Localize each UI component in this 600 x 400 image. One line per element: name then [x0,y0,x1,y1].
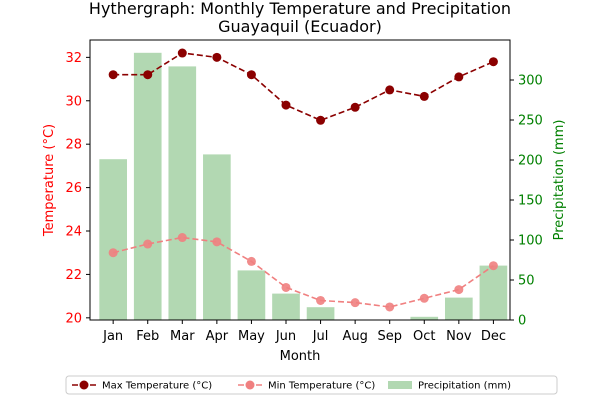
max-temperature-point-jan [108,70,118,80]
x-tick-label-mar: Mar [170,329,195,344]
max-temperature-point-feb [143,70,153,80]
precipitation-bar-oct [410,316,439,320]
legend-entry-precipitation: Precipitation (mm) [388,381,511,392]
x-tick-label-nov: Nov [446,329,472,344]
min-temperature-point-may [246,256,256,266]
max-temperature-point-sep [385,85,395,95]
max-temperature-point-mar [177,48,187,58]
left-y-tick-label: 26 [65,181,82,196]
min-temperature-point-sep [385,302,395,312]
max-temperature-point-aug [350,102,360,112]
precipitation-bar-jun [272,293,300,320]
chart-legend: Max Temperature (°C) Min Temperature (°C)… [65,375,558,395]
precipitation-bar-nov [445,297,473,320]
legend-marker-swatch [79,380,89,390]
legend-entry-min-temperature: Min Temperature (°C) [238,380,375,392]
right-y-tick-label: 50 [518,274,535,289]
min-temperature-point-jan [108,248,118,258]
precipitation-bar-mar [168,66,197,321]
max-temperature-point-dec [488,57,498,67]
min-temperature-point-jul [316,295,326,305]
min-temperature-point-nov [454,285,464,295]
precipitation-bars [99,52,508,321]
right-y-tick-label: 300 [518,74,543,89]
max-temperature-point-may [246,70,256,80]
legend-marker-swatch [245,380,255,390]
x-tick-label-feb: Feb [136,329,159,344]
min-temperature-point-apr [212,237,222,247]
min-temperature-point-dec [488,261,498,271]
max-temperature-point-oct [419,91,429,101]
x-tick-label-sep: Sep [377,329,402,344]
left-y-tick-label: 24 [65,225,82,240]
left-y-tick-label: 22 [65,268,82,283]
left-y-tick-label: 20 [65,311,82,326]
right-y-axis-label: Precipitation (mm) [552,120,567,241]
x-tick-label-oct: Oct [413,329,435,344]
max-temperature-line [113,52,494,122]
right-y-tick-label: 100 [518,234,543,249]
precipitation-bar-jul [306,307,335,320]
max-temperature-point-jun [281,100,291,110]
right-y-tick-label: 0 [518,314,526,329]
right-y-tick-label: 200 [518,154,543,169]
plot-frame [89,39,511,321]
precipitation-bar-dec [479,265,508,320]
x-tick-label-jun: Jun [275,329,296,344]
left-y-tick-label: 30 [65,94,82,109]
temperature-lines [108,48,498,312]
chart-axes: 20 22 24 26 28 30 32 0 50 100 150 200 250 300 Jan Feb Ma… [65,39,543,344]
chart-title-line2: Guayaquil (Ecuador) [218,17,382,36]
max-temperature-point-jul [316,115,326,125]
legend-entry-max-temperature: Max Temperature (°C) [72,380,212,392]
precipitation-bar-apr [203,154,231,320]
min-temperature-point-oct [419,293,429,303]
min-temperature-point-feb [143,239,153,249]
legend-bar-swatch [388,381,412,389]
min-temperature-line [113,236,494,308]
min-temperature-point-jun [281,282,291,292]
legend-label: Min Temperature (°C) [268,381,375,392]
x-tick-label-jul: Jul [312,329,329,344]
legend-label: Max Temperature (°C) [102,381,212,392]
left-y-axis-label: Temperature (°C) [42,124,57,237]
min-temperature-point-mar [177,233,187,243]
left-y-tick-label: 28 [65,138,82,153]
x-axis-label: Month [280,349,321,364]
x-tick-label-may: May [238,329,265,344]
precipitation-bar-may [237,270,266,320]
x-tick-label-apr: Apr [206,329,229,344]
left-y-tick-label: 32 [65,51,82,66]
precipitation-bar-jan [99,159,127,320]
legend-label: Precipitation (mm) [418,381,511,392]
max-temperature-point-nov [454,72,464,82]
x-tick-label-dec: Dec [481,329,506,344]
max-temperature-point-apr [212,52,222,62]
right-y-tick-label: 150 [518,194,543,209]
x-tick-label-aug: Aug [342,329,367,344]
right-y-tick-label: 250 [518,114,543,129]
legend-box [65,375,558,395]
chart-title-line1: Hythergraph: Monthly Temperature and Pre… [89,0,511,18]
x-tick-label-jan: Jan [102,329,123,344]
precipitation-bar-feb [133,52,162,321]
min-temperature-point-aug [350,298,360,308]
